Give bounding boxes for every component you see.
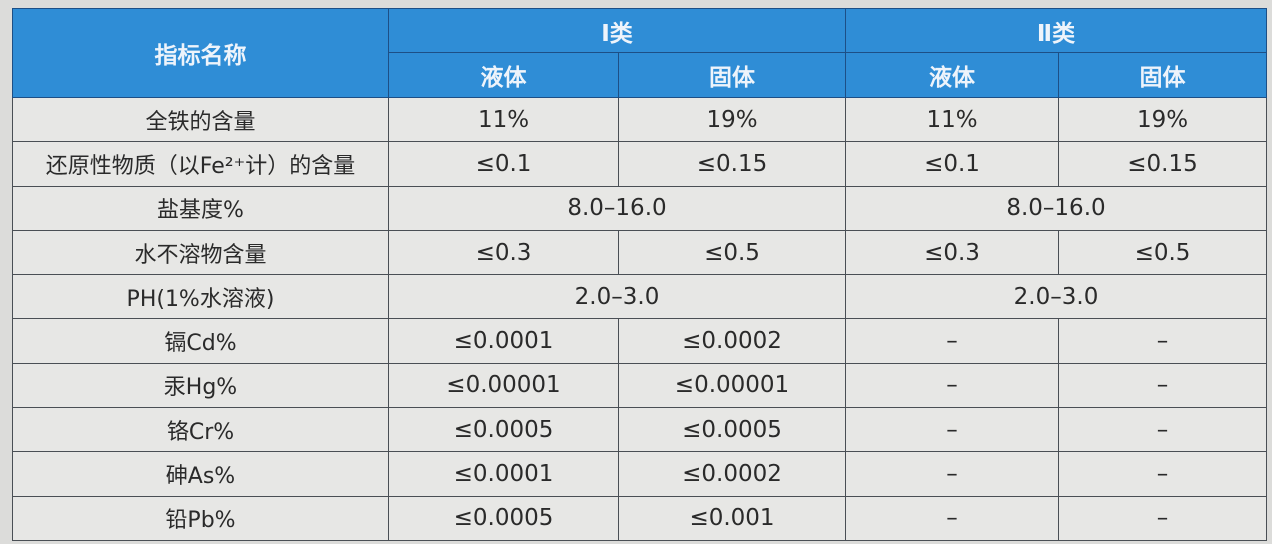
- value-cell: 11%: [845, 96, 1059, 143]
- value-cell: ≤0.15: [618, 141, 846, 187]
- table-body: 全铁的含量 11% 19% 11% 19% 还原性物质（以Fe²⁺计）的含量 ≤0.1 ≤0.…: [12, 96, 1267, 542]
- value-cell: ≤0.15: [1058, 141, 1267, 187]
- class-1-solid-header: 固体: [618, 52, 846, 98]
- value-cell: –: [1058, 318, 1267, 364]
- indicator-name-cell: 盐基度%: [12, 185, 389, 231]
- indicator-name-cell: 还原性物质（以Fe²⁺计）的含量: [12, 141, 389, 187]
- indicator-name-cell: PH(1%水溶液): [12, 274, 389, 320]
- indicator-name-cell: 砷As%: [12, 451, 389, 497]
- value-cell: ≤0.0001: [388, 451, 619, 497]
- value-cell: ≤0.3: [388, 229, 619, 276]
- value-cell: ≤0.00001: [618, 362, 846, 409]
- value-cell: ≤0.5: [618, 229, 846, 276]
- value-cell: ≤0.0002: [618, 318, 846, 364]
- value-cell: ≤0.3: [845, 229, 1059, 276]
- value-cell: 8.0–16.0: [388, 185, 846, 231]
- value-cell: –: [845, 362, 1059, 409]
- value-cell: 2.0–3.0: [845, 274, 1267, 320]
- value-cell: ≤0.0001: [388, 318, 619, 364]
- table-row: 还原性物质（以Fe²⁺计）的含量 ≤0.1 ≤0.15 ≤0.1 ≤0.15: [12, 141, 1267, 187]
- table-row: 盐基度% 8.0–16.0 8.0–16.0: [12, 185, 1267, 231]
- value-cell: ≤0.1: [845, 141, 1059, 187]
- indicator-name-cell: 铬Cr%: [12, 407, 389, 453]
- table-row: 铬Cr% ≤0.0005 ≤0.0005– –: [12, 407, 1267, 453]
- indicator-name-cell: 水不溶物含量: [12, 229, 389, 276]
- indicator-name-cell: 铅Pb%: [12, 495, 389, 542]
- class-1-liquid-header: 液体: [388, 52, 619, 98]
- indicator-name-cell: 汞Hg%: [12, 362, 389, 409]
- indicator-name-cell: 全铁的含量: [12, 96, 389, 143]
- value-cell: –: [1058, 362, 1267, 409]
- value-cell: 19%: [618, 96, 846, 143]
- table-row: 汞Hg% ≤0.00001 ≤0.00001– –: [12, 362, 1267, 409]
- class-2-liquid-header: 液体: [845, 52, 1059, 98]
- table-row: 砷As% ≤0.0001 ≤0.0002– –: [12, 451, 1267, 497]
- value-cell: –: [845, 407, 1059, 453]
- specification-table: 指标名称 Ⅰ类 Ⅱ类 液体 固体 液体 固体 全铁的含量 11% 19% 11% 19%…: [12, 8, 1267, 542]
- table-row: 全铁的含量 11% 19% 11% 19%: [12, 96, 1267, 143]
- table-row: 水不溶物含量 ≤0.3 ≤0.5 ≤0.3 ≤0.5: [12, 229, 1267, 276]
- value-cell: –: [1058, 451, 1267, 497]
- value-cell: ≤0.0005: [618, 407, 846, 453]
- header-row: 指标名称 Ⅰ类 Ⅱ类: [12, 8, 1267, 98]
- value-cell: ≤0.00001: [388, 362, 619, 409]
- class-2-header: Ⅱ类: [845, 8, 1267, 53]
- value-cell: 8.0–16.0: [845, 185, 1267, 231]
- value-cell: –: [1058, 407, 1267, 453]
- subheader-row: 液体 固体 液体 固体: [13, 52, 1267, 98]
- value-cell: –: [1058, 495, 1267, 542]
- value-cell: –: [845, 451, 1059, 497]
- value-cell: 11%: [388, 96, 619, 143]
- indicator-name-header: 指标名称: [12, 8, 389, 98]
- table-row: 铅Pb% ≤0.0005 ≤0.001– –: [12, 495, 1267, 542]
- value-cell: ≤0.1: [388, 141, 619, 187]
- class-2-solid-header: 固体: [1058, 52, 1267, 98]
- value-cell: –: [845, 495, 1059, 542]
- table-row: 镉Cd% ≤0.0001 ≤0.0002– –: [12, 318, 1267, 364]
- class-1-header: Ⅰ类: [388, 8, 846, 53]
- value-cell: ≤0.0002: [618, 451, 846, 497]
- table-row: PH(1%水溶液) 2.0–3.0 2.0–3.0: [12, 274, 1267, 320]
- value-cell: ≤0.5: [1058, 229, 1267, 276]
- value-cell: 19%: [1058, 96, 1267, 143]
- value-cell: 2.0–3.0: [388, 274, 846, 320]
- value-cell: ≤0.0005: [388, 495, 619, 542]
- value-cell: ≤0.001: [618, 495, 846, 542]
- value-cell: –: [845, 318, 1059, 364]
- value-cell: ≤0.0005: [388, 407, 619, 453]
- indicator-name-cell: 镉Cd%: [12, 318, 389, 364]
